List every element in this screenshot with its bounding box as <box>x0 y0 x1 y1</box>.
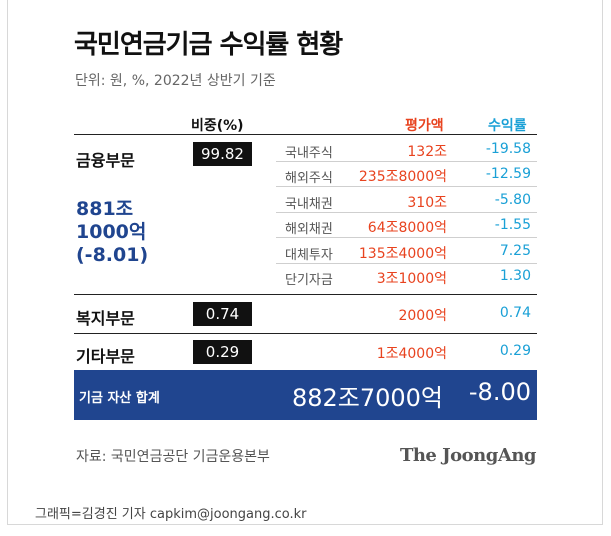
total-bar <box>74 370 537 420</box>
row-divider <box>276 161 537 162</box>
section-financial-label: 금융부문 <box>76 151 135 170</box>
header-weight: 비중(%) <box>191 118 244 134</box>
sub-row-return: -19.58 <box>485 141 531 157</box>
section-other-label: 기타부문 <box>76 347 135 366</box>
other-return: 0.29 <box>499 343 531 359</box>
section-rule <box>74 333 537 334</box>
welfare-return: 0.74 <box>499 305 531 321</box>
row-divider <box>276 212 537 213</box>
sub-row-name: 단기자금 <box>285 273 333 288</box>
sub-row-value: 64조8000억 <box>367 220 447 236</box>
sub-row-name: 대체투자 <box>285 248 333 263</box>
financial-total: 881조 1000억 (-8.01) <box>76 198 148 267</box>
row-divider <box>276 263 537 264</box>
sub-row-return: 7.25 <box>499 243 531 259</box>
sub-row-return: 1.30 <box>499 268 531 284</box>
sub-row-value: 235조8000억 <box>358 169 447 185</box>
row-divider <box>276 237 537 238</box>
total-label: 기금 자산 합계 <box>79 391 160 406</box>
sub-row-name: 국내채권 <box>285 197 333 212</box>
welfare-value: 2000억 <box>398 308 447 324</box>
sub-row-name: 해외채권 <box>285 222 333 237</box>
page-title: 국민연금기금 수익률 현황 <box>74 30 343 60</box>
header-valuation: 평가액 <box>405 118 444 134</box>
header-rule <box>74 134 537 135</box>
total-value: 882조7000억 <box>291 384 443 412</box>
financial-total-return: (-8.01) <box>76 244 149 266</box>
publisher-logo: The JoongAng <box>399 445 537 466</box>
sub-row-value: 135조4000억 <box>358 246 447 262</box>
other-weight-box: 0.29 <box>193 340 252 364</box>
welfare-weight-box: 0.74 <box>193 302 252 326</box>
sub-row-value: 3조1000억 <box>376 271 447 287</box>
financial-weight-box: 99.82 <box>193 142 252 166</box>
header-return: 수익률 <box>488 118 527 134</box>
sub-row-name: 해외주식 <box>285 171 333 186</box>
section-rule <box>74 294 537 295</box>
source-note: 자료: 국민연금공단 기금운용본부 <box>76 449 270 465</box>
sub-row-value: 310조 <box>407 195 447 211</box>
sub-row-name: 국내주식 <box>285 146 333 161</box>
financial-total-amount-2: 1000억 <box>76 221 147 243</box>
sub-row-value: 132조 <box>407 144 447 160</box>
graphic-credit: 그래픽=김경진 기자 capkim@joongang.co.kr <box>35 507 307 522</box>
unit-note: 단위: 원, %, 2022년 상반기 기준 <box>75 73 276 89</box>
graphic-frame <box>7 0 603 525</box>
sub-row-return: -5.80 <box>494 192 531 208</box>
sub-row-return: -12.59 <box>485 166 531 182</box>
section-welfare-label: 복지부문 <box>76 309 135 328</box>
other-value: 1조4000억 <box>376 346 447 362</box>
row-divider <box>276 186 537 187</box>
sub-row-return: -1.55 <box>494 217 531 233</box>
total-return: -8.00 <box>468 378 531 406</box>
financial-total-amount-1: 881조 <box>76 198 134 220</box>
